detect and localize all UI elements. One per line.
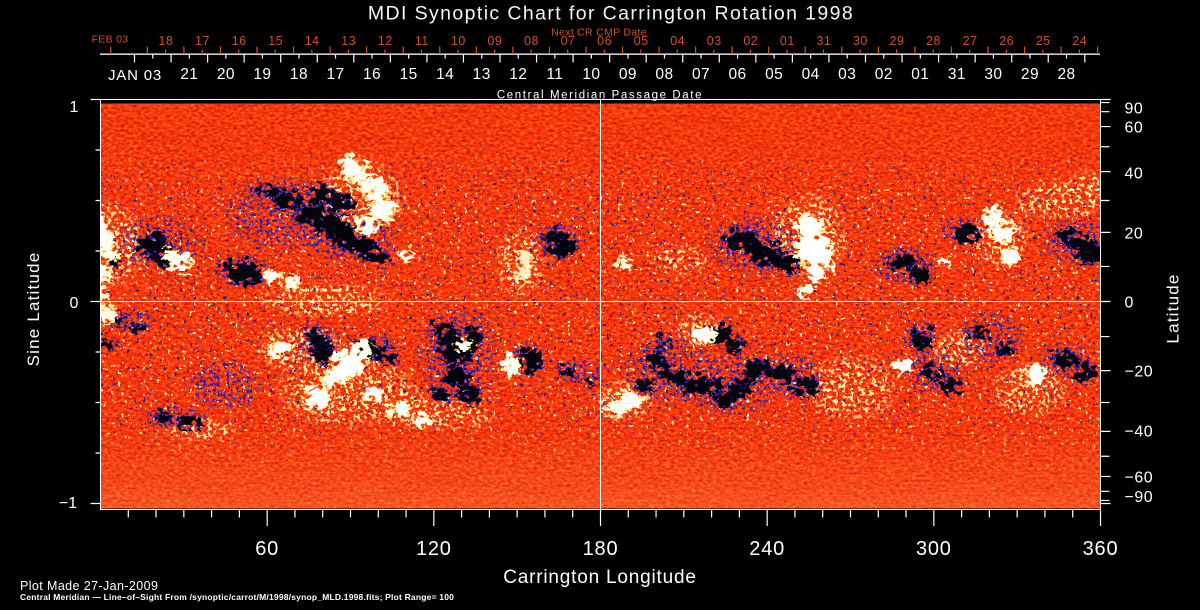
svg-text:09: 09 (487, 34, 502, 48)
svg-text:26: 26 (999, 34, 1014, 48)
svg-text:10: 10 (451, 34, 466, 48)
svg-text:0: 0 (1125, 295, 1134, 312)
svg-text:30: 30 (984, 66, 1002, 83)
svg-text:−40: −40 (1125, 424, 1154, 441)
svg-text:08: 08 (524, 34, 539, 48)
svg-text:−60: −60 (1125, 469, 1154, 486)
svg-text:24: 24 (1072, 34, 1087, 48)
svg-text:09: 09 (619, 66, 637, 83)
svg-text:17: 17 (326, 66, 344, 83)
svg-text:31: 31 (948, 66, 966, 83)
svg-text:300: 300 (916, 538, 952, 560)
svg-text:40: 40 (1125, 165, 1144, 182)
svg-text:60: 60 (1125, 120, 1144, 137)
svg-text:60: 60 (255, 538, 279, 560)
svg-text:29: 29 (1021, 66, 1039, 83)
svg-text:08: 08 (655, 66, 673, 83)
svg-text:11: 11 (415, 34, 429, 48)
svg-text:18: 18 (290, 66, 308, 83)
svg-text:11: 11 (546, 66, 563, 83)
svg-text:12: 12 (378, 34, 393, 48)
svg-text:Sine Latitude: Sine Latitude (24, 252, 43, 367)
svg-text:90: 90 (1125, 101, 1144, 118)
svg-text:02: 02 (743, 34, 758, 48)
svg-text:06: 06 (597, 34, 612, 48)
svg-text:15: 15 (268, 34, 283, 48)
svg-text:13: 13 (473, 66, 491, 83)
svg-text:Next CR CMP Date: Next CR CMP Date (551, 27, 647, 39)
svg-text:−1: −1 (59, 495, 77, 512)
svg-text:18: 18 (159, 34, 174, 48)
svg-text:1: 1 (70, 99, 79, 116)
svg-text:10: 10 (582, 66, 600, 83)
svg-text:19: 19 (253, 66, 271, 83)
svg-text:Latitude: Latitude (1164, 273, 1183, 343)
svg-text:02: 02 (875, 66, 893, 83)
svg-text:Carrington Longitude: Carrington Longitude (503, 567, 696, 588)
svg-text:17: 17 (195, 34, 210, 48)
svg-text:14: 14 (305, 34, 320, 48)
svg-text:05: 05 (634, 34, 649, 48)
svg-text:Central Meridian Passage Date: Central Meridian Passage Date (497, 90, 703, 102)
svg-text:07: 07 (692, 66, 710, 83)
svg-text:16: 16 (232, 34, 247, 48)
svg-text:30: 30 (853, 34, 868, 48)
svg-text:04: 04 (802, 66, 820, 83)
svg-text:120: 120 (416, 538, 452, 560)
svg-text:16: 16 (363, 66, 381, 83)
svg-text:Central Meridian — Line–of–Sig: Central Meridian — Line–of–Sight From /s… (20, 592, 454, 602)
svg-text:13: 13 (341, 34, 356, 48)
svg-text:Plot Made 27-Jan-2009: Plot Made 27-Jan-2009 (20, 579, 158, 593)
svg-text:0: 0 (70, 295, 79, 312)
svg-text:04: 04 (670, 34, 685, 48)
svg-text:MDI Synoptic Chart for Carring: MDI Synoptic Chart for Carrington Rotati… (368, 3, 854, 25)
svg-text:01: 01 (911, 66, 929, 83)
svg-text:01: 01 (780, 34, 795, 48)
svg-text:25: 25 (1036, 34, 1051, 48)
svg-text:27: 27 (963, 34, 978, 48)
svg-text:14: 14 (436, 66, 454, 83)
svg-text:03: 03 (707, 34, 722, 48)
svg-text:−20: −20 (1125, 364, 1154, 381)
svg-text:06: 06 (729, 66, 747, 83)
svg-text:03: 03 (838, 66, 856, 83)
svg-text:28: 28 (926, 34, 941, 48)
svg-text:29: 29 (890, 34, 905, 48)
svg-text:31: 31 (816, 34, 831, 48)
svg-text:12: 12 (509, 66, 527, 83)
svg-text:−90: −90 (1125, 489, 1154, 506)
svg-text:05: 05 (765, 66, 783, 83)
svg-text:JAN 03: JAN 03 (108, 67, 162, 84)
svg-text:20: 20 (217, 66, 235, 83)
svg-text:07: 07 (561, 34, 576, 48)
svg-text:240: 240 (749, 538, 785, 560)
svg-text:15: 15 (400, 66, 418, 83)
svg-text:360: 360 (1083, 538, 1119, 560)
svg-text:180: 180 (583, 538, 619, 560)
svg-text:21: 21 (180, 66, 198, 83)
svg-text:FEB 03: FEB 03 (92, 34, 129, 46)
svg-text:28: 28 (1057, 66, 1075, 83)
svg-text:20: 20 (1125, 225, 1144, 242)
